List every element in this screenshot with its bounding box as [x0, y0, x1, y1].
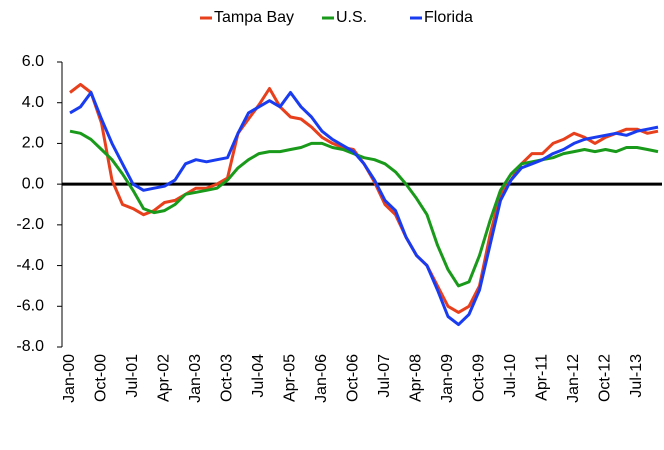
x-tick-label: Apr-02	[156, 354, 173, 402]
x-tick-label: Jul-10	[502, 354, 519, 398]
x-tick-label: Jan-09	[439, 354, 456, 403]
x-tick-label: Jan-00	[61, 354, 78, 403]
legend-label: U.S.	[336, 9, 367, 26]
y-tick-label: 4.0	[22, 94, 44, 111]
y-tick-label: -8.0	[16, 338, 44, 355]
x-tick-label: Jul-04	[250, 354, 267, 398]
x-tick-label: Jul-07	[376, 354, 393, 398]
x-tick-label: Apr-11	[534, 354, 551, 401]
series-line	[69, 82, 659, 314]
x-tick-label: Jan-03	[187, 354, 204, 403]
x-tick-label: Oct-00	[93, 354, 110, 402]
legend-label: Florida	[424, 9, 473, 26]
series-line	[69, 91, 659, 327]
x-tick-label: Apr-05	[282, 354, 299, 402]
x-tick-label: Jan-12	[565, 354, 582, 403]
x-tick-label: Jan-06	[313, 354, 330, 403]
y-tick-label: 6.0	[22, 53, 44, 70]
y-tick-label: 2.0	[22, 135, 44, 152]
x-tick-label: Jul-13	[628, 354, 645, 398]
x-tick-label: Oct-03	[219, 354, 236, 402]
x-tick-label: Oct-12	[597, 354, 614, 402]
series-line	[69, 129, 659, 288]
y-tick-label: -6.0	[16, 298, 44, 315]
x-tick-label: Oct-06	[345, 354, 362, 402]
x-tick-label: Jul-01	[124, 354, 141, 398]
y-tick-label: 0.0	[22, 175, 44, 192]
x-tick-label: Apr-08	[408, 354, 425, 402]
x-tick-label: Oct-09	[471, 354, 488, 402]
y-tick-label: -2.0	[16, 216, 44, 233]
legend-label: Tampa Bay	[214, 9, 294, 26]
y-tick-label: -4.0	[16, 257, 44, 274]
